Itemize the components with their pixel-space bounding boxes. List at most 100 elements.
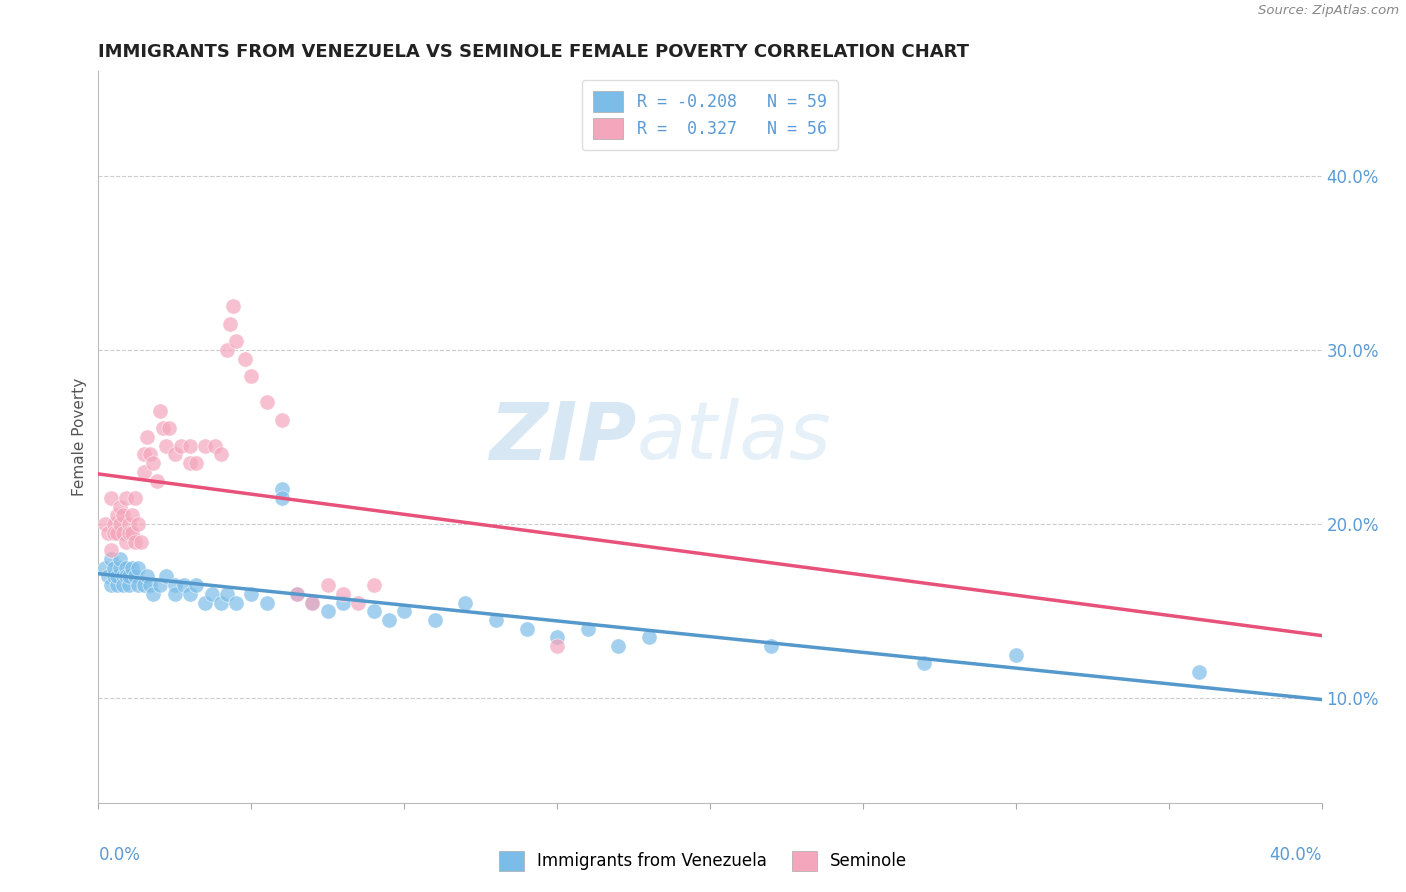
Point xyxy=(100,491,122,505)
Point xyxy=(142,587,165,601)
Point xyxy=(155,439,177,453)
Point xyxy=(637,631,661,645)
Point xyxy=(209,448,232,462)
Point xyxy=(111,578,134,592)
Point xyxy=(118,525,141,540)
Legend: R = -0.208   N = 59, R =  0.327   N = 56: R = -0.208 N = 59, R = 0.327 N = 56 xyxy=(582,79,838,151)
Point xyxy=(139,448,162,462)
Point xyxy=(392,604,416,618)
Point xyxy=(256,595,278,609)
Text: atlas: atlas xyxy=(637,398,831,476)
Point xyxy=(194,439,217,453)
Point xyxy=(222,300,245,314)
Point xyxy=(149,578,172,592)
Y-axis label: Female Poverty: Female Poverty xyxy=(72,378,87,496)
Text: IMMIGRANTS FROM VENEZUELA VS SEMINOLE FEMALE POVERTY CORRELATION CHART: IMMIGRANTS FROM VENEZUELA VS SEMINOLE FE… xyxy=(98,44,969,62)
Point xyxy=(129,534,152,549)
Point xyxy=(111,525,134,540)
Point xyxy=(121,560,143,574)
Point xyxy=(111,569,134,583)
Point xyxy=(121,525,143,540)
Point xyxy=(115,560,138,574)
Point xyxy=(270,412,292,426)
Point xyxy=(127,517,149,532)
Text: 0.0%: 0.0% xyxy=(98,847,141,864)
Point xyxy=(759,639,782,653)
Point xyxy=(105,508,128,523)
Point xyxy=(316,604,339,618)
Point xyxy=(139,578,162,592)
Point xyxy=(186,456,208,470)
Point xyxy=(215,343,238,357)
Text: Source: ZipAtlas.com: Source: ZipAtlas.com xyxy=(1258,4,1399,18)
Point xyxy=(105,525,128,540)
Point xyxy=(179,439,201,453)
Point xyxy=(285,587,308,601)
Point xyxy=(136,569,159,583)
Point xyxy=(134,465,156,479)
Point xyxy=(118,517,141,532)
Point xyxy=(607,639,630,653)
Point xyxy=(108,500,131,514)
Point xyxy=(108,560,131,574)
Point xyxy=(173,578,195,592)
Point xyxy=(378,613,401,627)
Point xyxy=(225,334,247,349)
Point xyxy=(115,491,138,505)
Point xyxy=(546,631,568,645)
Point xyxy=(100,578,122,592)
Point xyxy=(127,578,149,592)
Point xyxy=(204,439,226,453)
Point xyxy=(100,543,122,558)
Point xyxy=(108,517,131,532)
Point xyxy=(363,604,385,618)
Point xyxy=(97,525,120,540)
Point xyxy=(285,587,308,601)
Point xyxy=(152,421,174,435)
Point xyxy=(256,395,278,409)
Point xyxy=(108,552,131,566)
Text: 40.0%: 40.0% xyxy=(1270,847,1322,864)
Point xyxy=(186,578,208,592)
Text: ZIP: ZIP xyxy=(489,398,637,476)
Point xyxy=(103,560,125,574)
Point xyxy=(103,569,125,583)
Point xyxy=(121,508,143,523)
Point xyxy=(240,587,263,601)
Point xyxy=(301,595,323,609)
Point xyxy=(134,448,156,462)
Point xyxy=(516,622,538,636)
Point xyxy=(115,569,138,583)
Point xyxy=(912,657,935,671)
Point xyxy=(145,474,167,488)
Point xyxy=(103,525,125,540)
Point xyxy=(270,483,292,497)
Point xyxy=(1004,648,1026,662)
Point xyxy=(215,587,238,601)
Point xyxy=(347,595,370,609)
Point xyxy=(93,517,115,532)
Point xyxy=(97,569,120,583)
Point xyxy=(576,622,599,636)
Point xyxy=(149,404,172,418)
Legend: Immigrants from Venezuela, Seminole: Immigrants from Venezuela, Seminole xyxy=(491,842,915,880)
Point xyxy=(209,595,232,609)
Point xyxy=(157,421,180,435)
Point xyxy=(219,317,242,331)
Point xyxy=(332,587,354,601)
Point xyxy=(423,613,446,627)
Point xyxy=(115,534,138,549)
Point xyxy=(118,569,141,583)
Point xyxy=(163,448,186,462)
Point xyxy=(270,491,292,505)
Point xyxy=(100,552,122,566)
Point xyxy=(105,569,128,583)
Point xyxy=(124,569,146,583)
Point xyxy=(163,587,186,601)
Point xyxy=(316,578,339,592)
Point xyxy=(233,351,256,366)
Point xyxy=(200,587,222,601)
Point xyxy=(301,595,323,609)
Point xyxy=(332,595,354,609)
Point xyxy=(155,569,177,583)
